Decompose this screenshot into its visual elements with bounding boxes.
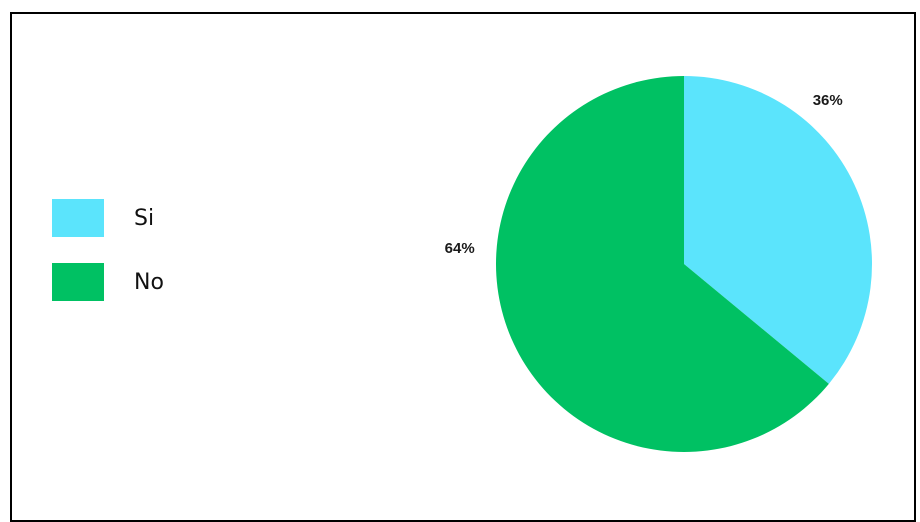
legend-item-no: No — [52, 262, 164, 302]
pie-label-si: 36% — [813, 92, 843, 109]
legend-label-no: No — [134, 269, 164, 295]
legend-label-si: Si — [134, 205, 155, 231]
legend: Si No — [52, 198, 164, 326]
pie-slice-no — [495, 76, 829, 452]
legend-swatch-si — [52, 199, 104, 237]
legend-item-si: Si — [52, 198, 164, 238]
legend-swatch-no — [52, 263, 104, 301]
pie-label-no: 64% — [445, 240, 475, 257]
pie-slice-si — [684, 76, 872, 384]
